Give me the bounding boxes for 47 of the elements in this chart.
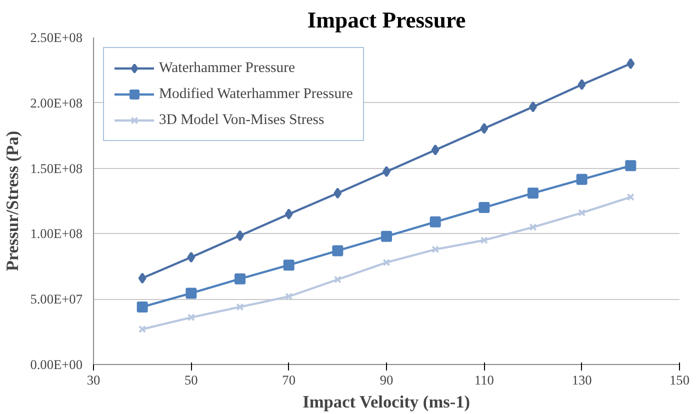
- point: [431, 144, 440, 156]
- y-tick-label: 0.00E+00: [30, 357, 83, 372]
- x-tick-label: 90: [380, 372, 394, 388]
- point: [332, 245, 344, 256]
- y-axis-title: Pressur/Stress (Pa): [3, 130, 22, 272]
- point: [284, 208, 293, 220]
- point: [626, 58, 635, 70]
- point: [480, 236, 488, 244]
- point: [285, 292, 293, 300]
- point: [138, 272, 146, 284]
- point: [334, 276, 342, 284]
- chart-title: Impact Pressure: [307, 8, 466, 32]
- y-tick-label: 2.50E+08: [30, 30, 83, 45]
- y-tick-label: 5.00E+07: [30, 292, 83, 307]
- point: [186, 288, 197, 299]
- x-axis-title: Impact Velocity (ms-1): [302, 392, 470, 412]
- x-tick-label: 110: [474, 372, 494, 388]
- y-tick-label: 2.00E+08: [30, 95, 83, 110]
- y-tick-label: 1.50E+08: [30, 160, 83, 176]
- legend-label: Waterhammer Pressure: [159, 60, 295, 76]
- point: [528, 188, 538, 199]
- point: [187, 314, 195, 322]
- point: [478, 202, 490, 214]
- legend-label: Modified Waterhammer Pressure: [159, 86, 353, 102]
- point: [234, 273, 246, 284]
- x-tick-label: 30: [86, 372, 100, 388]
- point: [480, 122, 488, 134]
- point: [578, 79, 586, 90]
- x-tick-label: 50: [184, 372, 198, 388]
- point: [576, 174, 588, 185]
- point: [432, 246, 440, 254]
- point: [625, 160, 636, 172]
- x-tick-label: 70: [282, 372, 296, 388]
- point: [334, 188, 342, 199]
- point: [578, 208, 586, 217]
- point: [236, 303, 244, 311]
- x-tick-label: 130: [572, 372, 592, 388]
- point: [529, 223, 537, 231]
- legend-label: 3D Model Von-Mises Stress: [159, 112, 324, 128]
- point: [430, 216, 441, 228]
- point: [381, 230, 392, 242]
- point: [187, 252, 196, 263]
- point: [136, 301, 148, 312]
- x-tick-label: 150: [670, 372, 690, 388]
- point: [382, 258, 390, 266]
- y-tick-label: 1.00E+08: [30, 226, 83, 242]
- point: [283, 260, 294, 271]
